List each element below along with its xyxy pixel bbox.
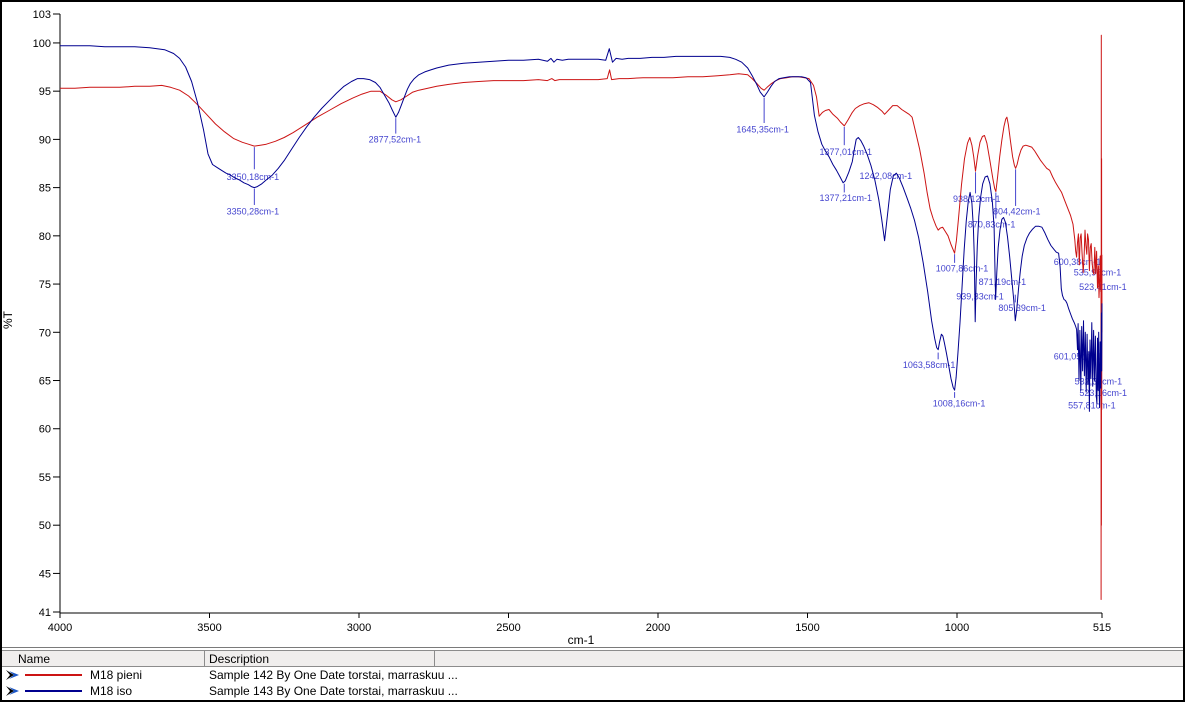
curve-m18-pieni[interactable] (60, 34, 1103, 600)
x-tick-label: 3000 (347, 622, 371, 634)
y-tick-label: 41 (39, 607, 51, 619)
peak-label: 938,12cm-1 (953, 194, 1001, 204)
y-tick-label: 60 (39, 424, 51, 436)
peak-label: 600,38cm-1 (1054, 257, 1102, 267)
peak-label: 1645,35cm-1 (736, 125, 789, 135)
y-axis-ticks: 103 100 95 90 85 80 75 70 65 60 55 50 45 41 (33, 9, 60, 619)
peak-label: 871,19cm-1 (979, 277, 1027, 287)
peak-label: 1377,21cm-1 (819, 193, 872, 203)
x-tick-label: 1500 (795, 622, 819, 634)
x-tick-label: 4000 (48, 622, 72, 634)
spectrum-arrow-icon (6, 670, 19, 680)
y-tick-label: 80 (39, 231, 51, 243)
y-tick-label: 75 (39, 279, 51, 291)
sample-name: M18 iso (90, 684, 133, 698)
peak-label: 804,42cm-1 (993, 207, 1041, 217)
peak-label: 870,83cm-1 (968, 219, 1016, 229)
peak-label: 1242,08cm-1 (860, 171, 913, 181)
curve-swatch-blue (25, 690, 82, 692)
peak-label: 1063,58cm-1 (903, 360, 956, 370)
y-tick-label: 85 (39, 183, 51, 195)
peak-label: 805,39cm-1 (998, 303, 1046, 313)
column-header-description[interactable]: Description (205, 651, 435, 666)
peak-label: 3350,28cm-1 (227, 207, 280, 217)
peak-label: 557,81cm-1 (1068, 401, 1116, 411)
x-tick-label: 2500 (496, 622, 520, 634)
peak-label: 523,41cm-1 (1079, 282, 1127, 292)
x-tick-label: 3500 (197, 622, 221, 634)
spectrum-plot-pane: 103 100 95 90 85 80 75 70 65 60 55 50 45 41 4000 3500 30… (2, 2, 1183, 648)
peak-label: 1377,01cm-1 (819, 147, 872, 157)
sample-row-1[interactable]: M18 iso Sample 143 By One Date torstai, … (2, 683, 1183, 699)
column-header-extra[interactable] (435, 651, 1183, 666)
peak-label: 939,33cm-1 (956, 292, 1004, 302)
x-tick-label: 515 (1093, 622, 1111, 634)
y-tick-label: 70 (39, 327, 51, 339)
curve-m18-iso[interactable] (60, 45, 1103, 412)
y-tick-label: 45 (39, 568, 51, 580)
y-tick-label: 65 (39, 376, 51, 388)
x-tick-label: 1000 (945, 622, 969, 634)
y-tick-label: 95 (39, 86, 51, 98)
peak-label: 3350,18cm-1 (227, 172, 280, 182)
x-tick-label: 2000 (646, 622, 670, 634)
y-tick-label: 55 (39, 472, 51, 484)
sample-list-pane: Name Description M18 pieni Sample 142 By… (2, 648, 1183, 700)
spectrum-chart: 103 100 95 90 85 80 75 70 65 60 55 50 45 41 4000 3500 30… (2, 9, 1127, 647)
column-header-name[interactable]: Name (2, 651, 205, 666)
sample-name: M18 pieni (90, 668, 143, 682)
peak-label: 523,16cm-1 (1079, 388, 1127, 398)
peak-label: 1008,16cm-1 (933, 399, 986, 409)
axes (59, 14, 1102, 614)
sample-list-header: Name Description (2, 650, 1183, 667)
y-tick-label: 90 (39, 134, 51, 146)
peak-label: 1007,86cm-1 (936, 264, 989, 274)
peak-annotations: 3350,18cm-1 3350,28cm-1 2877,52cm-1 1645,35… (227, 97, 1127, 411)
column-header-description-label: Description (209, 651, 270, 666)
curve-swatch-red (25, 674, 82, 676)
sample-row-0[interactable]: M18 pieni Sample 142 By One Date torstai… (2, 667, 1183, 683)
sample-description: Sample 142 By One Date torstai, marrasku… (209, 668, 458, 682)
x-axis-ticks: 4000 3500 3000 2500 2000 1500 1000 515 (48, 613, 1111, 634)
peak-label: 2877,52cm-1 (369, 134, 422, 144)
spectrum-arrow-icon (6, 686, 19, 696)
peak-label: 601,05cm-1 (1054, 351, 1102, 361)
column-header-name-label: Name (18, 651, 51, 666)
sample-description: Sample 143 By One Date torstai, marrasku… (209, 684, 458, 698)
x-axis-title: cm-1 (568, 633, 595, 647)
y-tick-label: 100 (33, 38, 51, 50)
y-tick-label: 50 (39, 520, 51, 532)
y-axis-title: %T (2, 310, 15, 329)
y-tick-label: 103 (33, 9, 51, 21)
